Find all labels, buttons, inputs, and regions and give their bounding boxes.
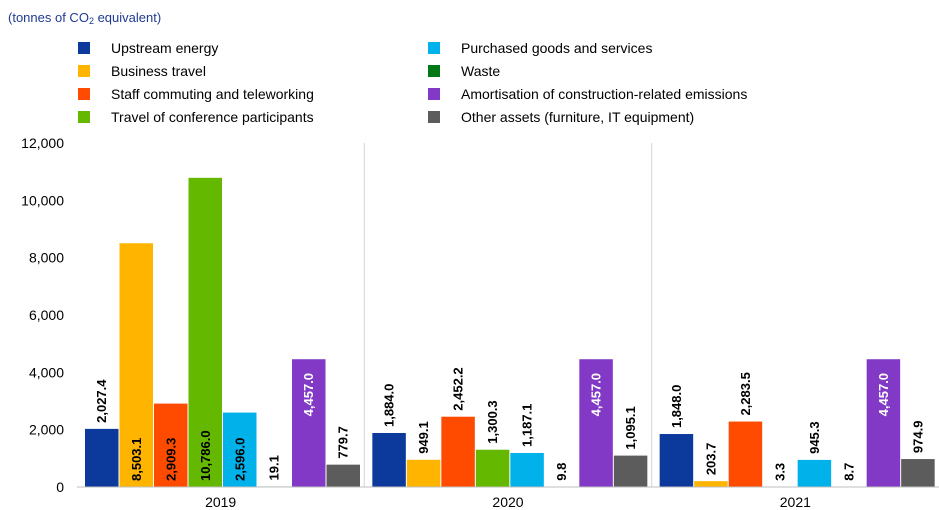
data-label: 945.3 [807,421,822,454]
bar [866,359,901,487]
data-label: 779.7 [336,426,351,459]
bar [372,432,406,487]
data-label: 4,457.0 [301,373,316,416]
bar [292,359,326,487]
legend-label: Other assets (furniture, IT equipment) [461,109,695,125]
data-label: 974.9 [910,421,925,454]
legend-item: Amortisation of construction-related emi… [428,86,747,102]
legend-label: Business travel [111,63,206,79]
bar [119,243,153,487]
y-tick-label: 2,000 [29,422,64,438]
legend-swatch [428,65,440,77]
data-label: 2,283.5 [738,372,753,415]
legend-label: Waste [461,63,501,79]
data-label: 8,503.1 [129,438,144,481]
y-tick-label: 6,000 [29,307,64,323]
bar [326,464,360,487]
x-tick-label: 2021 [780,494,811,510]
legend-item: Waste [428,63,500,79]
legend-swatch [428,42,440,54]
bar [613,455,648,487]
data-label: 1,848.0 [669,385,684,428]
y-tick-label: 0 [56,479,64,495]
data-label: 2,452.2 [451,367,466,410]
y-tick-label: 8,000 [29,250,64,266]
legend-swatch [78,65,90,77]
data-label: 949.1 [416,421,431,454]
bar [406,459,441,487]
data-label: 8.7 [841,463,856,481]
legend-swatch [428,88,440,100]
legend-label: Travel of conference participants [111,109,314,125]
legend-item: Travel of conference participants [78,109,314,125]
legend-label: Upstream energy [111,40,219,56]
legend-swatch [428,111,440,123]
bar [579,359,613,487]
bar [441,416,475,487]
legend-swatch [78,88,90,100]
data-label: 1,884.0 [382,384,397,427]
y-tick-label: 10,000 [21,192,64,208]
data-label: 9.8 [554,463,569,481]
y-tick-label: 4,000 [29,364,64,380]
bar [728,421,763,487]
x-tick-label: 2020 [492,494,523,510]
legend-label: Amortisation of construction-related emi… [461,86,748,102]
data-label: 2,027.4 [94,379,109,423]
bar [475,449,510,487]
data-label: 2,909.3 [163,438,178,481]
bar [659,434,694,487]
bar [694,481,728,487]
data-label: 4,457.0 [876,373,891,416]
legend-item: Other assets (furniture, IT equipment) [428,109,694,125]
data-label: 2,596.0 [232,438,247,481]
bar [901,459,935,487]
legend-swatch [78,111,90,123]
data-label: 19.1 [267,455,282,480]
data-label: 1,187.1 [520,404,535,447]
legend-item: Upstream energy [78,40,218,56]
x-tick-label: 2019 [205,494,236,510]
bar [797,459,832,487]
chart-unit-label: (tonnes of CO2 equivalent) [8,10,162,26]
data-label: 3.3 [772,463,787,481]
legend-item: Purchased goods and services [428,40,652,56]
legend-swatch [78,42,90,54]
bar [223,412,257,487]
data-label: 4,457.0 [589,373,604,416]
legend-item: Staff commuting and teleworking [78,86,314,102]
data-label: 1,095.1 [623,406,638,449]
data-label: 203.7 [703,443,718,476]
data-label: 10,786.0 [198,430,213,481]
bar [188,177,222,487]
legend-item: Business travel [78,63,206,79]
legend-label: Staff commuting and teleworking [111,86,314,102]
bar [510,452,544,487]
bar [85,428,119,487]
bar [154,403,188,487]
y-tick-label: 12,000 [21,135,64,151]
legend-label: Purchased goods and services [461,40,653,56]
data-label: 1,300.3 [485,400,500,443]
